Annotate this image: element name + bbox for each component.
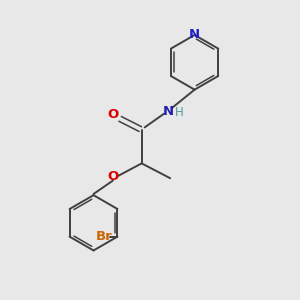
Text: N: N — [162, 105, 173, 118]
Text: N: N — [189, 28, 200, 41]
Text: O: O — [108, 108, 119, 121]
Text: O: O — [107, 170, 118, 183]
Text: H: H — [175, 106, 184, 119]
Text: Br: Br — [96, 230, 112, 243]
